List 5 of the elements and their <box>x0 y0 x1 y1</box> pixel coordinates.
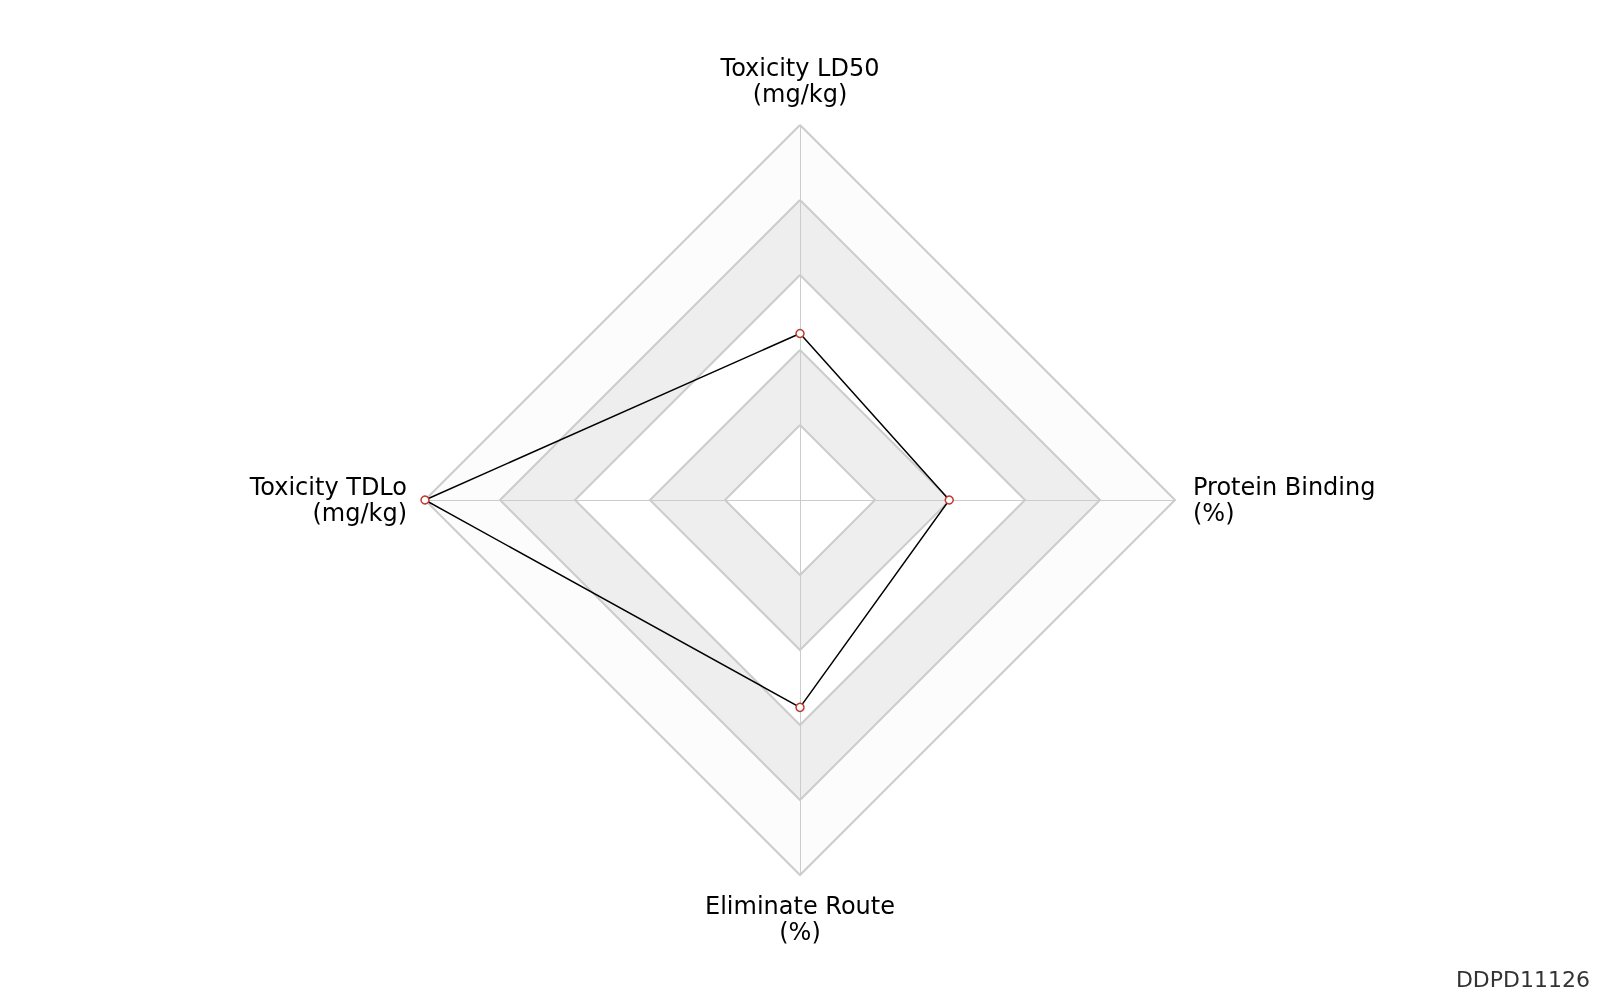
spoke-label: Toxicity LD50 (mg/kg) <box>719 54 880 108</box>
spoke-label: Eliminate Route (%) <box>705 892 895 946</box>
text: DDPD11126 <box>1455 966 1590 992</box>
spoke-label: Toxicity TDLo (mg/kg) <box>248 473 407 527</box>
spoke-label: Protein Binding (%) <box>1193 473 1376 527</box>
